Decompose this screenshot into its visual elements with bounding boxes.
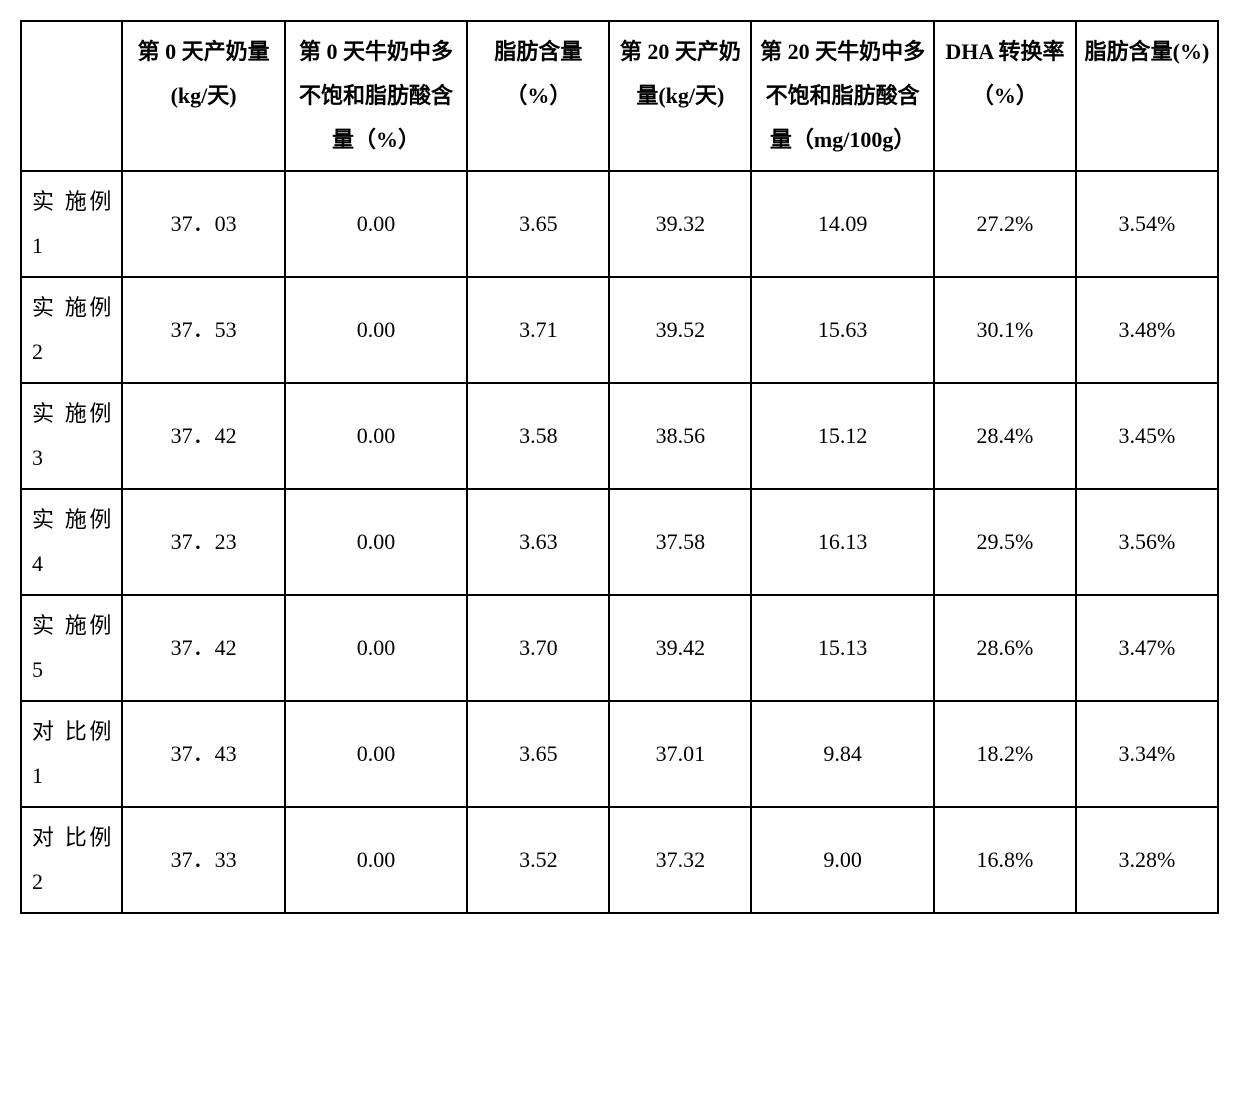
table-row: 实 施例 437．230.003.6337.5816.1329.5%3.56% xyxy=(21,489,1218,595)
table-cell: 37．03 xyxy=(122,171,284,277)
table-cell: 0.00 xyxy=(285,489,468,595)
table-cell: 37．33 xyxy=(122,807,284,913)
table-cell: 37．42 xyxy=(122,383,284,489)
column-header xyxy=(21,21,122,171)
row-label: 实 施例 1 xyxy=(21,171,122,277)
table-cell: 37．43 xyxy=(122,701,284,807)
table-cell: 9.00 xyxy=(751,807,934,913)
table-cell: 9.84 xyxy=(751,701,934,807)
row-label: 对 比例 1 xyxy=(21,701,122,807)
row-label: 实 施例 4 xyxy=(21,489,122,595)
table-cell: 3.48% xyxy=(1076,277,1218,383)
table-row: 实 施例 137．030.003.6539.3214.0927.2%3.54% xyxy=(21,171,1218,277)
table-cell: 3.52 xyxy=(467,807,609,913)
table-cell: 3.56% xyxy=(1076,489,1218,595)
table-cell: 0.00 xyxy=(285,807,468,913)
table-cell: 0.00 xyxy=(285,383,468,489)
table-cell: 3.34% xyxy=(1076,701,1218,807)
table-cell: 3.63 xyxy=(467,489,609,595)
table-row: 实 施例 237．530.003.7139.5215.6330.1%3.48% xyxy=(21,277,1218,383)
table-cell: 3.28% xyxy=(1076,807,1218,913)
column-header: DHA 转换率（%） xyxy=(934,21,1076,171)
table-cell: 27.2% xyxy=(934,171,1076,277)
table-cell: 39.52 xyxy=(609,277,751,383)
table-cell: 37.32 xyxy=(609,807,751,913)
row-label: 实 施例 3 xyxy=(21,383,122,489)
column-header: 第 0 天牛奶中多不饱和脂肪酸含量（%） xyxy=(285,21,468,171)
table-cell: 3.70 xyxy=(467,595,609,701)
table-cell: 39.42 xyxy=(609,595,751,701)
table-cell: 37．42 xyxy=(122,595,284,701)
table-cell: 37.01 xyxy=(609,701,751,807)
column-header: 第 20 天牛奶中多不饱和脂肪酸含量（mg/100g） xyxy=(751,21,934,171)
table-cell: 16.8% xyxy=(934,807,1076,913)
table-row: 实 施例 537．420.003.7039.4215.1328.6%3.47% xyxy=(21,595,1218,701)
table-cell: 38.56 xyxy=(609,383,751,489)
table-cell: 3.65 xyxy=(467,701,609,807)
table-cell: 3.54% xyxy=(1076,171,1218,277)
table-cell: 0.00 xyxy=(285,595,468,701)
table-cell: 16.13 xyxy=(751,489,934,595)
column-header: 第 0 天产奶量(kg/天) xyxy=(122,21,284,171)
table-cell: 15.63 xyxy=(751,277,934,383)
table-cell: 3.45% xyxy=(1076,383,1218,489)
table-row: 对 比例 237．330.003.5237.329.0016.8%3.28% xyxy=(21,807,1218,913)
table-row: 实 施例 337．420.003.5838.5615.1228.4%3.45% xyxy=(21,383,1218,489)
table-cell: 28.6% xyxy=(934,595,1076,701)
table-cell: 29.5% xyxy=(934,489,1076,595)
table-cell: 3.65 xyxy=(467,171,609,277)
table-header-row: 第 0 天产奶量(kg/天) 第 0 天牛奶中多不饱和脂肪酸含量（%） 脂肪含量… xyxy=(21,21,1218,171)
table-cell: 28.4% xyxy=(934,383,1076,489)
table-cell: 3.58 xyxy=(467,383,609,489)
table-cell: 0.00 xyxy=(285,171,468,277)
table-cell: 15.12 xyxy=(751,383,934,489)
column-header: 脂肪含量(%) xyxy=(1076,21,1218,171)
data-table: 第 0 天产奶量(kg/天) 第 0 天牛奶中多不饱和脂肪酸含量（%） 脂肪含量… xyxy=(20,20,1219,914)
table-cell: 18.2% xyxy=(934,701,1076,807)
table-cell: 0.00 xyxy=(285,701,468,807)
row-label: 实 施例 5 xyxy=(21,595,122,701)
table-cell: 37．23 xyxy=(122,489,284,595)
column-header: 第 20 天产奶量(kg/天) xyxy=(609,21,751,171)
column-header: 脂肪含量（%） xyxy=(467,21,609,171)
table-cell: 30.1% xyxy=(934,277,1076,383)
table-cell: 15.13 xyxy=(751,595,934,701)
table-cell: 14.09 xyxy=(751,171,934,277)
table-cell: 3.47% xyxy=(1076,595,1218,701)
row-label: 对 比例 2 xyxy=(21,807,122,913)
table-cell: 39.32 xyxy=(609,171,751,277)
table-cell: 37.58 xyxy=(609,489,751,595)
table-cell: 3.71 xyxy=(467,277,609,383)
row-label: 实 施例 2 xyxy=(21,277,122,383)
table-cell: 37．53 xyxy=(122,277,284,383)
table-body: 实 施例 137．030.003.6539.3214.0927.2%3.54%实… xyxy=(21,171,1218,913)
table-row: 对 比例 137．430.003.6537.019.8418.2%3.34% xyxy=(21,701,1218,807)
table-cell: 0.00 xyxy=(285,277,468,383)
